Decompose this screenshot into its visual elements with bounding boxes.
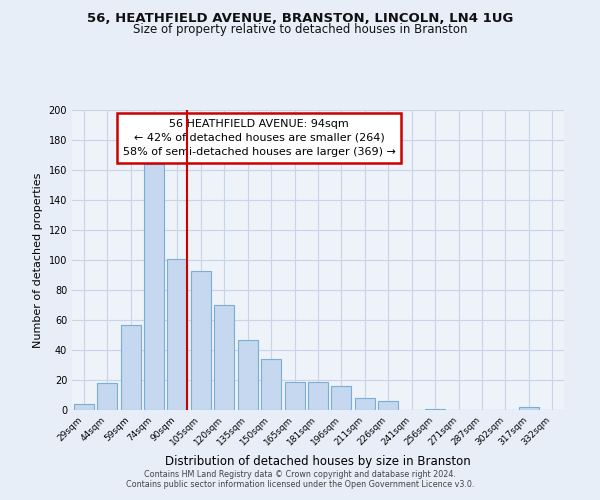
Bar bbox=[379, 401, 398, 410]
Bar bbox=[261, 359, 281, 410]
Bar bbox=[519, 407, 539, 410]
Bar bbox=[121, 324, 140, 410]
Bar bbox=[97, 383, 117, 410]
Bar bbox=[191, 270, 211, 410]
Bar bbox=[74, 404, 94, 410]
Bar bbox=[308, 382, 328, 410]
Bar bbox=[284, 382, 305, 410]
Bar bbox=[167, 258, 187, 410]
Bar bbox=[238, 340, 257, 410]
X-axis label: Distribution of detached houses by size in Branston: Distribution of detached houses by size … bbox=[165, 456, 471, 468]
Bar bbox=[144, 164, 164, 410]
Bar bbox=[331, 386, 352, 410]
Text: 56, HEATHFIELD AVENUE, BRANSTON, LINCOLN, LN4 1UG: 56, HEATHFIELD AVENUE, BRANSTON, LINCOLN… bbox=[87, 12, 513, 26]
Bar bbox=[355, 398, 375, 410]
Text: Size of property relative to detached houses in Branston: Size of property relative to detached ho… bbox=[133, 22, 467, 36]
Text: Contains HM Land Registry data © Crown copyright and database right 2024.: Contains HM Land Registry data © Crown c… bbox=[144, 470, 456, 479]
Bar bbox=[214, 305, 234, 410]
Text: Contains public sector information licensed under the Open Government Licence v3: Contains public sector information licen… bbox=[126, 480, 474, 489]
Bar bbox=[425, 408, 445, 410]
Text: 56 HEATHFIELD AVENUE: 94sqm
← 42% of detached houses are smaller (264)
58% of se: 56 HEATHFIELD AVENUE: 94sqm ← 42% of det… bbox=[122, 119, 395, 157]
Y-axis label: Number of detached properties: Number of detached properties bbox=[33, 172, 43, 348]
